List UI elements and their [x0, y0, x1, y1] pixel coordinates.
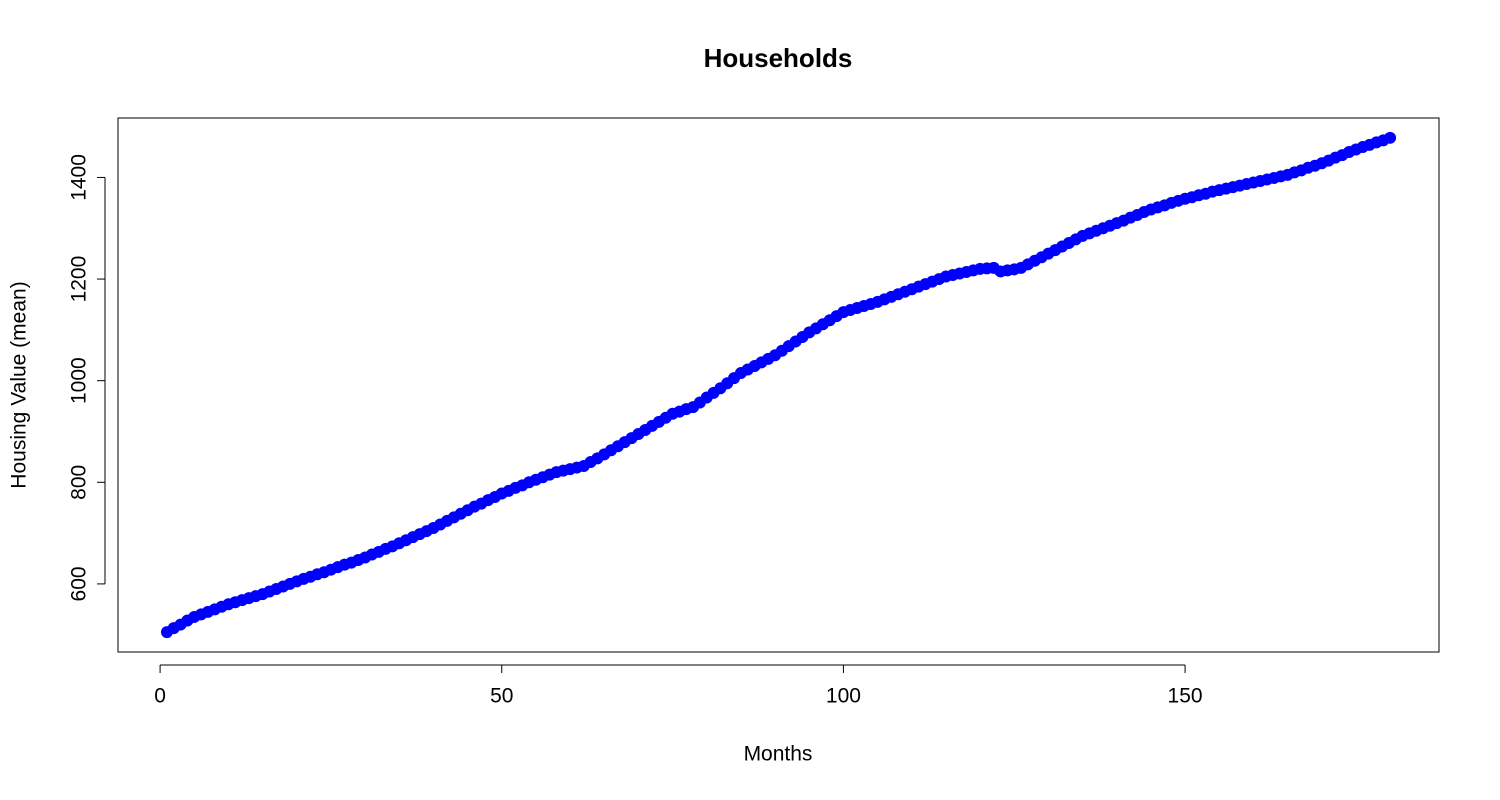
chart-title: Households [704, 43, 853, 73]
x-tick-label: 150 [1168, 685, 1203, 708]
x-axis-label: Months [744, 743, 813, 766]
y-tick-label: 1000 [68, 357, 91, 404]
x-tick-label: 50 [490, 685, 513, 708]
y-tick-label: 1200 [68, 256, 91, 303]
x-tick-label: 0 [154, 685, 166, 708]
y-tick-label: 1400 [68, 154, 91, 201]
y-tick-label: 800 [68, 465, 91, 500]
point [1384, 131, 1397, 144]
y-tick-label: 600 [68, 566, 91, 601]
x-tick-label: 100 [826, 685, 861, 708]
plot-frame [117, 117, 1440, 653]
y-axis-label: Housing Value (mean) [8, 281, 31, 488]
